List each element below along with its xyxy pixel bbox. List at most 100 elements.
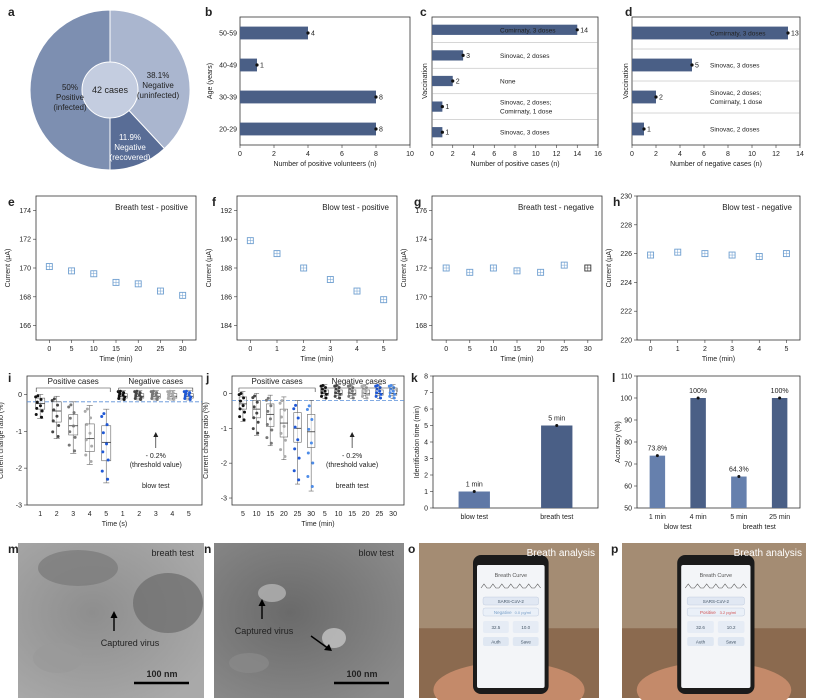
y-axis-label: Current (µA): [206, 249, 213, 288]
x-axis-label: Time (min): [500, 356, 533, 363]
x-axis-label: Time (min): [300, 356, 333, 363]
sample-label: SARS-CoV-2: [703, 599, 730, 604]
chart-title: Breath test - positive: [115, 203, 188, 212]
y-axis-label: Current change ratio (%): [0, 402, 5, 479]
auth-button: [483, 637, 509, 646]
data-point: [56, 435, 60, 439]
category-label: Comirnaty, 1 dose: [710, 99, 763, 106]
bar-value-label: 1 min: [466, 482, 483, 489]
y-tick-label: 170: [19, 266, 31, 273]
x-tick-label: 15: [348, 511, 356, 518]
y-tick-label: 188: [220, 266, 232, 273]
data-point: [89, 416, 93, 420]
data-point: [265, 436, 269, 440]
pie-slice: [29, 9, 111, 171]
plot-frame: [35, 195, 197, 341]
data-point: [172, 395, 176, 399]
data-point: [101, 450, 105, 454]
data-point: [84, 438, 88, 442]
box-chart-i: 0 -1 -2 -3 1 2 3 4 5 1 2 3 4 5 Positive cases Negative …: [0, 375, 203, 528]
y-tick-label: 228: [620, 222, 632, 229]
phone-screen: [477, 565, 545, 688]
annotation-text: (threshold value): [326, 462, 378, 469]
data-point: [123, 395, 127, 399]
bar-value-label: 14: [580, 27, 588, 34]
data-point: [52, 408, 56, 412]
test-label: breath test: [336, 483, 369, 490]
image-label: breath test: [151, 548, 194, 558]
data-point: [167, 394, 171, 398]
pie-slice-label: Negative: [114, 143, 146, 152]
pie-slice-label: 50%: [62, 83, 78, 92]
data-point: [280, 399, 284, 403]
data-point: [350, 389, 354, 393]
data-point: [352, 392, 356, 396]
data-point: [361, 391, 365, 395]
data-point: [83, 409, 87, 413]
data-point: [297, 478, 301, 482]
data-point: [138, 393, 142, 397]
data-point: [279, 415, 283, 419]
data-point: [378, 389, 382, 393]
data-point: [40, 415, 44, 419]
pie-chart: 42 cases50%Positive(infected)38.1%Negati…: [29, 9, 191, 171]
x-tick-label: 0: [444, 346, 448, 353]
x-tick-label: 20: [134, 346, 142, 353]
data-point: [52, 397, 56, 401]
panel-letter-e: e: [8, 195, 15, 209]
data-point: [252, 405, 256, 409]
pie-slice-label: 11.9%: [119, 133, 141, 142]
data-point: [293, 447, 297, 451]
bar-value-label: 2: [456, 79, 460, 86]
bar-value-label: 100%: [771, 388, 789, 395]
data-point: [118, 389, 122, 393]
data-point: [265, 422, 269, 426]
y-axis-label: Current (µA): [5, 249, 12, 288]
data-point: [121, 393, 125, 397]
data-point: [270, 428, 274, 432]
data-point: [122, 397, 126, 401]
x-tick-label: 4: [355, 346, 359, 353]
phone-photo-p: Breath Curve SARS-CoV-2 Positive 3.2 pg/ml 3…: [622, 543, 806, 700]
bar: [432, 50, 464, 61]
data-point: [51, 430, 55, 434]
x-axis-label: Time (min): [702, 356, 735, 363]
data-point: [168, 389, 172, 393]
box: [307, 414, 316, 448]
data-point: [183, 396, 187, 400]
bar-end-dot: [255, 63, 259, 67]
data-point: [292, 407, 296, 411]
x-tick-label: 8: [726, 151, 730, 158]
chart-title: Breath test - negative: [518, 203, 595, 212]
image-label: blow test: [358, 548, 394, 558]
bar-end-dot: [306, 31, 310, 35]
data-point: [351, 386, 355, 390]
auth-label: Auth: [696, 640, 706, 645]
data-point: [361, 387, 365, 391]
data-point: [188, 397, 192, 401]
x-tick-label: 4: [757, 346, 761, 353]
data-point: [34, 413, 38, 417]
x-tick-label: 15: [513, 346, 521, 353]
data-point: [89, 460, 93, 464]
bar-chart-l: 50 60 70 80 90 100 110 73.8% 1 min 100% 4 min 64.3%…: [615, 374, 801, 531]
y-tick-label: 186: [220, 294, 232, 301]
x-tick-label: 25: [157, 346, 165, 353]
bar-end-dot: [690, 63, 694, 67]
x-tick-label: 10: [532, 151, 540, 158]
data-point: [105, 442, 109, 446]
category-label: 50-59: [219, 31, 237, 38]
category-label: Sinovac, 2 doses;: [500, 100, 552, 107]
x-tick-label: 5: [323, 511, 327, 518]
x-tick-label: 25: [560, 346, 568, 353]
pie-slice-label: Negative: [142, 81, 174, 90]
result-field: [687, 607, 745, 617]
data-point: [40, 409, 44, 413]
group-bracket: [320, 387, 398, 392]
y-tick-label: 70: [624, 462, 632, 469]
data-point: [307, 404, 311, 408]
virus-particle: [258, 584, 286, 602]
plot-frame: [239, 16, 411, 146]
data-point: [139, 397, 143, 401]
plot-frame: [231, 375, 405, 506]
